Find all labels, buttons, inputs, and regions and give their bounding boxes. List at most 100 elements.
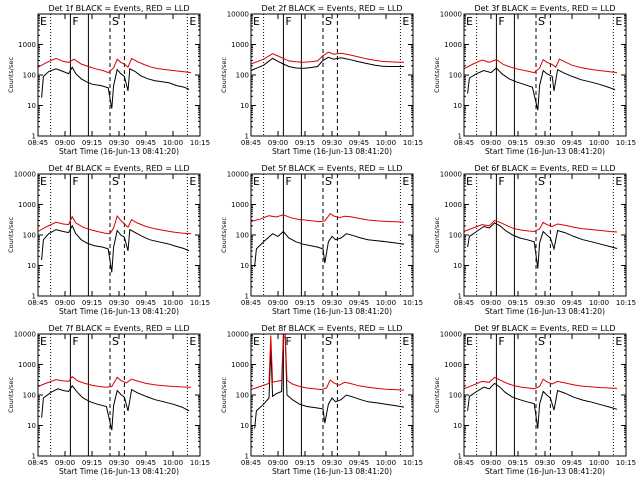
y-tick-label: 10 [240, 262, 249, 270]
x-tick-label: 08:45 [454, 459, 474, 467]
segment-label: S [538, 335, 545, 348]
y-tick-label: 10 [240, 422, 249, 430]
y-tick-label: 1 [458, 133, 462, 141]
y-tick-label: 10000 [14, 171, 36, 179]
x-tick-label: 10:15 [616, 299, 636, 307]
series-line-events [254, 336, 405, 429]
x-tick-label: 09:45 [349, 459, 369, 467]
y-tick-label: 1000 [18, 361, 36, 369]
y-tick-label: 10 [27, 422, 36, 430]
series-line-events [41, 384, 190, 431]
x-tick-label: 08:45 [28, 459, 48, 467]
y-tick-label: 1 [458, 293, 462, 301]
x-tick-label: 10:00 [163, 459, 183, 467]
series-line-lld [463, 376, 618, 390]
x-tick-label: 09:30 [535, 139, 555, 147]
x-tick-label: 09:15 [82, 299, 102, 307]
y-axis-label: Counts/sec [7, 377, 15, 413]
x-tick-label: 09:00 [55, 299, 75, 307]
x-tick-label: 10:15 [403, 299, 423, 307]
x-tick-label: 09:45 [136, 459, 156, 467]
y-tick-label: 1000 [444, 201, 462, 209]
x-tick-label: 08:45 [454, 299, 474, 307]
x-axis-label: Start Time (16-Jun-13 08:41:20) [485, 147, 605, 156]
x-tick-label: 10:00 [376, 459, 396, 467]
y-tick-label: 10000 [227, 331, 249, 339]
x-axis-label: Start Time (16-Jun-13 08:41:20) [272, 147, 392, 156]
y-tick-label: 10000 [440, 331, 462, 339]
y-tick-label: 10000 [440, 11, 462, 19]
y-tick-label: 100 [236, 72, 249, 80]
segment-label: S [325, 175, 332, 188]
y-axis-label: Counts/sec [7, 57, 15, 93]
x-tick-label: 09:00 [268, 459, 288, 467]
x-tick-label: 09:15 [508, 299, 528, 307]
segment-label: E [615, 15, 622, 28]
series-line-lld [463, 219, 618, 233]
x-tick-label: 10:15 [190, 299, 210, 307]
y-tick-label: 10000 [14, 331, 36, 339]
series-line-lld [463, 58, 618, 74]
plot-frame [37, 173, 201, 297]
segment-label: E [615, 175, 622, 188]
y-tick-label: 100 [23, 72, 36, 80]
x-tick-label: 10:15 [403, 139, 423, 147]
y-tick-label: 10 [453, 422, 462, 430]
x-tick-label: 09:15 [82, 459, 102, 467]
y-tick-label: 1000 [231, 41, 249, 49]
segment-label: F [72, 335, 78, 348]
segment-label: E [189, 175, 196, 188]
segment-label: E [466, 335, 473, 348]
x-tick-label: 09:45 [562, 299, 582, 307]
y-tick-label: 10000 [440, 171, 462, 179]
y-tick-label: 10 [453, 262, 462, 270]
x-tick-label: 08:45 [28, 139, 48, 147]
x-tick-label: 09:15 [82, 139, 102, 147]
series-line-events [250, 56, 404, 71]
segment-label: F [498, 175, 504, 188]
x-tick-label: 09:30 [322, 299, 342, 307]
series-line-events [254, 230, 405, 267]
y-tick-label: 100 [236, 232, 249, 240]
panel-title: Det 1f BLACK = Events, RED = LLD [48, 4, 189, 13]
y-axis-label: Counts/sec [433, 57, 441, 93]
x-tick-label: 09:00 [481, 459, 501, 467]
y-tick-label: 1 [32, 133, 36, 141]
segment-label: F [498, 335, 504, 348]
plot-frame [37, 13, 201, 137]
panel-title: Det 7f BLACK = Events, RED = LLD [48, 324, 189, 333]
segment-label: F [72, 15, 78, 28]
panel-title: Det 4f BLACK = Events, RED = LLD [48, 164, 189, 173]
y-tick-label: 100 [449, 392, 462, 400]
segment-label: S [325, 335, 332, 348]
x-tick-label: 09:30 [322, 139, 342, 147]
segment-label: E [466, 175, 473, 188]
y-axis-label: Counts/sec [7, 217, 15, 253]
x-tick-label: 09:15 [295, 299, 315, 307]
series-line-lld [250, 51, 405, 65]
y-tick-label: 100 [23, 232, 36, 240]
x-tick-label: 08:45 [241, 459, 261, 467]
x-tick-label: 10:15 [190, 139, 210, 147]
y-tick-label: 10000 [227, 11, 249, 19]
x-tick-label: 09:15 [295, 459, 315, 467]
y-tick-label: 10000 [227, 171, 249, 179]
panel-title: Det 5f BLACK = Events, RED = LLD [261, 164, 402, 173]
x-tick-label: 08:45 [241, 139, 261, 147]
series-line-lld [250, 334, 405, 391]
series-line-lld [37, 375, 192, 388]
series-line-events [467, 67, 616, 111]
x-tick-label: 10:00 [589, 139, 609, 147]
y-tick-label: 10 [27, 102, 36, 110]
segment-label: E [189, 15, 196, 28]
y-tick-label: 1 [32, 293, 36, 301]
x-tick-label: 10:00 [376, 139, 396, 147]
